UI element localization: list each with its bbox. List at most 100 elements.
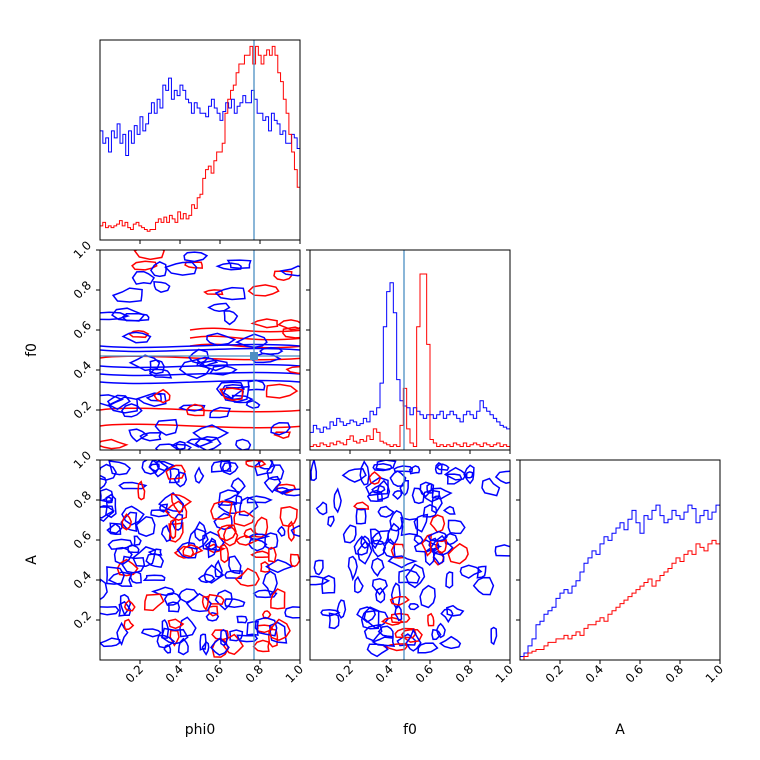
contour-phi0-f0 <box>100 394 125 407</box>
contour-phi0-A <box>170 493 193 515</box>
contour-phi0-f0 <box>170 440 186 450</box>
contour-f0-A <box>360 535 371 549</box>
contour-phi0-f0 <box>183 251 209 263</box>
contour-phi0-f0 <box>149 261 167 278</box>
panel-frame <box>309 249 511 451</box>
contour-f0-A <box>341 468 367 483</box>
contour-phi0-A <box>203 564 225 584</box>
contour-f0-A <box>405 628 422 652</box>
contour-phi0-f0 <box>121 331 152 344</box>
contour-f0-A <box>490 626 498 646</box>
contour-phi0-A <box>176 541 198 559</box>
contour-phi0-f0 <box>203 289 224 296</box>
contour-f0-A <box>353 575 364 594</box>
contour-phi0-A <box>221 461 239 476</box>
contour-f0-A <box>447 542 469 565</box>
contour-red-phi0-f0 <box>100 423 300 429</box>
hist-f0-red <box>310 273 510 450</box>
contour-phi0-A <box>254 616 278 637</box>
contour-phi0-A <box>135 515 156 538</box>
contour-phi0-A <box>100 505 115 523</box>
contour-phi0-f0 <box>148 368 173 379</box>
contour-phi0-A <box>123 599 136 612</box>
contour-f0-A <box>494 470 510 484</box>
contour-phi0-A <box>160 627 189 645</box>
contour-f0-A <box>342 524 357 544</box>
contour-phi0-f0 <box>235 438 252 450</box>
contour-phi0-f0 <box>277 319 300 331</box>
contour-phi0-A <box>142 574 166 581</box>
contour-phi0-A <box>121 513 132 531</box>
contour-phi0-A <box>105 493 117 519</box>
contour-phi0-A <box>224 598 246 608</box>
contour-phi0-A <box>223 494 243 504</box>
contour-phi0-A <box>100 506 116 519</box>
contour-phi0-A <box>179 616 197 638</box>
contour-phi0-A <box>108 460 131 476</box>
contour-f0-A <box>419 584 436 609</box>
contour-phi0-A <box>224 569 243 580</box>
contour-f0-A <box>435 539 448 554</box>
contour-phi0-A <box>219 543 229 564</box>
contour-f0-A <box>465 471 474 479</box>
contour-phi0-A <box>148 460 169 478</box>
contour-f0-A <box>413 535 424 545</box>
contour-blue-phi0-f0 <box>100 347 300 353</box>
contour-phi0-f0 <box>250 318 279 329</box>
contour-phi0-f0 <box>149 359 165 375</box>
contour-phi0-f0 <box>247 379 266 391</box>
contour-phi0-A <box>137 480 146 501</box>
contour-f0-A <box>413 513 429 533</box>
contour-phi0-A <box>143 593 165 612</box>
contour-f0-A <box>310 460 318 482</box>
contour-phi0-f0 <box>128 354 161 372</box>
contour-phi0-A <box>129 571 142 584</box>
contour-phi0-f0 <box>100 438 129 450</box>
contour-phi0-A <box>177 637 189 656</box>
contour-phi0-A <box>120 511 138 533</box>
contour-f0-A <box>476 565 487 579</box>
contour-f0-A <box>390 543 406 559</box>
contour-phi0-A <box>107 571 133 587</box>
contour-phi0-A <box>223 633 244 656</box>
contour-phi0-A <box>270 588 286 610</box>
contour-phi0-A <box>182 544 204 558</box>
contour-phi0-f0 <box>185 403 205 417</box>
contour-phi0-A <box>165 464 186 480</box>
contour-phi0-A <box>273 487 291 495</box>
contour-f0-A <box>398 568 421 584</box>
xlabel-phi0: phi0 <box>185 722 216 738</box>
contour-phi0-A <box>289 553 300 568</box>
contour-f0-A <box>427 612 435 627</box>
contour-phi0-A <box>265 558 294 574</box>
contour-red-phi0-f0 <box>189 343 300 349</box>
contour-f0-A <box>400 516 419 537</box>
contour-phi0-A <box>210 460 232 473</box>
contour-phi0-f0 <box>226 259 252 269</box>
contour-phi0-A <box>159 503 169 513</box>
xlabel-f0: f0 <box>403 722 417 738</box>
contour-phi0-f0 <box>259 346 284 355</box>
contour-phi0-A <box>150 586 175 596</box>
contour-f0-A <box>442 505 456 515</box>
contour-phi0-A <box>123 618 135 631</box>
contour-phi0-A <box>262 570 278 597</box>
contour-f0-A <box>427 530 448 542</box>
contour-phi0-A <box>245 460 267 468</box>
hist-phi0-red <box>100 45 300 240</box>
contour-phi0-f0 <box>153 388 171 404</box>
contour-phi0-A <box>109 522 123 535</box>
contour-phi0-A <box>256 624 274 634</box>
contour-phi0-f0 <box>273 431 291 439</box>
contour-phi0-f0 <box>245 399 261 409</box>
contour-phi0-f0 <box>279 265 300 277</box>
contour-f0-A <box>424 547 435 567</box>
contour-phi0-f0 <box>185 438 214 448</box>
contour-f0-A <box>445 571 454 589</box>
contour-f0-A <box>393 465 414 473</box>
contour-f0-A <box>363 623 383 642</box>
contour-phi0-f0 <box>194 436 222 450</box>
panel-frame <box>99 249 301 451</box>
contour-phi0-f0 <box>215 262 242 271</box>
contour-phi0-A <box>210 500 233 520</box>
